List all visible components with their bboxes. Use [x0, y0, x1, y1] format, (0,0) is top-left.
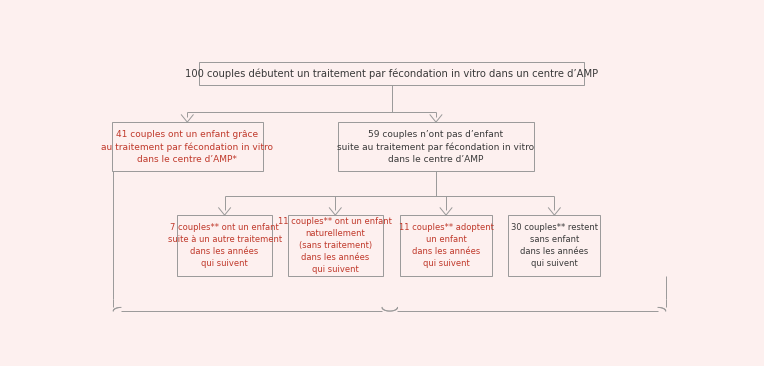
Text: 11 couples** adoptent
un enfant
dans les années
qui suivent: 11 couples** adoptent un enfant dans les…: [399, 223, 494, 268]
FancyBboxPatch shape: [177, 215, 272, 276]
Text: 41 couples ont un enfant grâce
au traitement par fécondation in vitro
dans le ce: 41 couples ont un enfant grâce au traite…: [102, 130, 274, 164]
Text: 59 couples n’ont pas d’enfant
suite au traitement par fécondation in vitro
dans : 59 couples n’ont pas d’enfant suite au t…: [338, 130, 535, 164]
Text: 11 couples** ont un enfant
naturellement
(sans traitement)
dans les années
qui s: 11 couples** ont un enfant naturellement…: [278, 217, 392, 274]
FancyBboxPatch shape: [338, 122, 533, 171]
Text: 30 couples** restent
sans enfant
dans les années
qui suivent: 30 couples** restent sans enfant dans le…: [511, 223, 598, 268]
Text: 100 couples débutent un traitement par fécondation in vitro dans un centre d’AMP: 100 couples débutent un traitement par f…: [185, 68, 598, 79]
FancyBboxPatch shape: [112, 122, 263, 171]
FancyBboxPatch shape: [199, 61, 584, 86]
FancyBboxPatch shape: [288, 215, 383, 276]
FancyBboxPatch shape: [400, 215, 492, 276]
FancyBboxPatch shape: [509, 215, 601, 276]
Text: 7 couples** ont un enfant
suite à un autre traitement
dans les années
qui suiven: 7 couples** ont un enfant suite à un aut…: [167, 223, 282, 268]
